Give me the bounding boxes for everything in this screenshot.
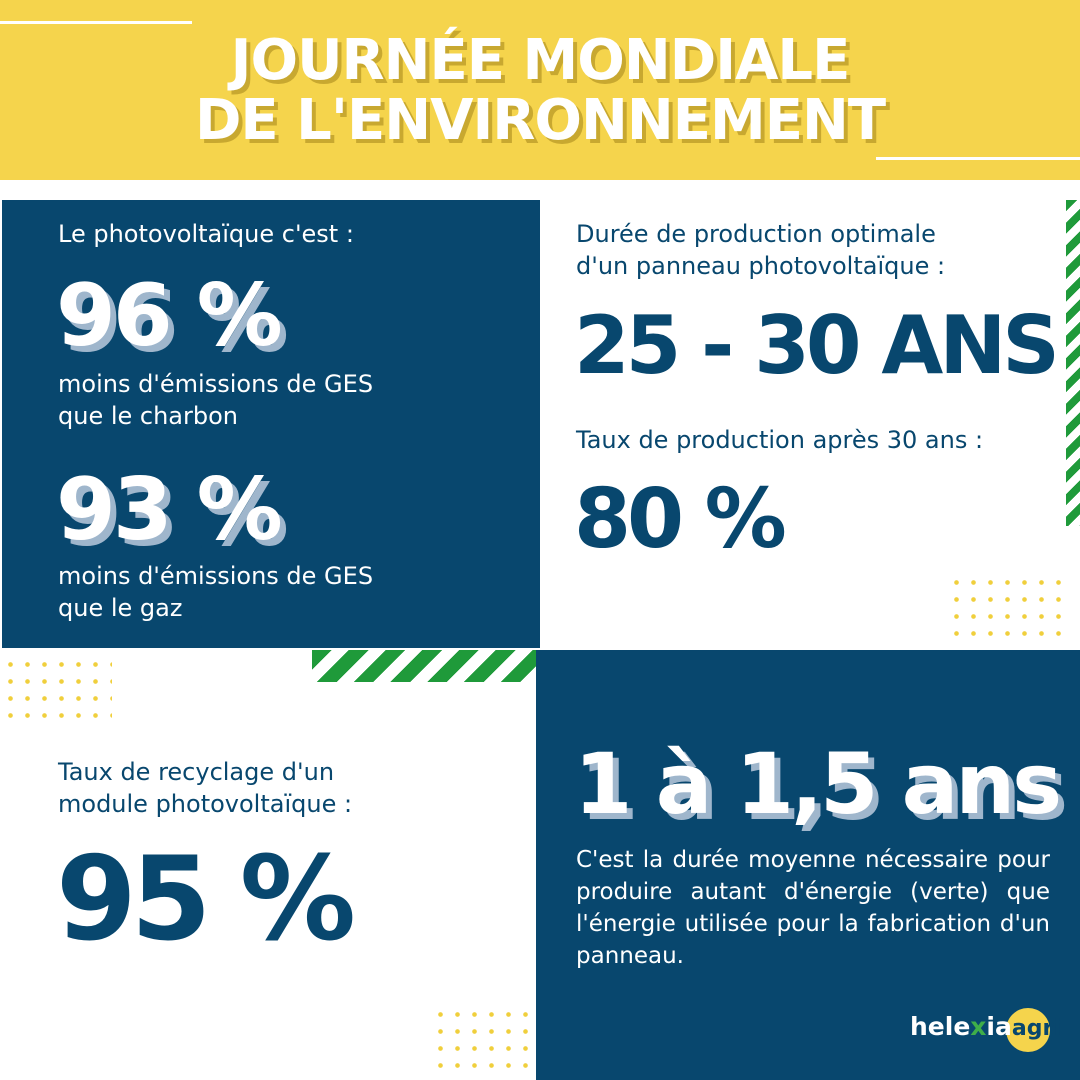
logo-text-ia: ia <box>986 1012 1012 1041</box>
decor-stripes-horizontal <box>312 650 536 682</box>
ges-desc-gas-line-1: moins d'émissions de GES <box>58 562 374 590</box>
decor-dots-bottom <box>432 1006 536 1076</box>
decor-stripes-vertical <box>1066 200 1080 526</box>
payback-stat: 1 à 1,5 ans <box>574 735 1062 833</box>
ges-desc-gas-line-2: que le gaz <box>58 594 183 622</box>
header-rule-top <box>0 21 192 24</box>
ges-desc-coal-line-2: que le charbon <box>58 402 239 430</box>
production-rate-stat: 80 % <box>574 472 787 567</box>
logo-text-x: x <box>970 1012 987 1041</box>
recycling-label-line-2: module photovoltaïque : <box>58 790 353 818</box>
payback-description: C'est la durée moyenne nécessaire pour p… <box>576 847 1050 969</box>
ges-desc-coal-line-1: moins d'émissions de GES <box>58 370 374 398</box>
brand-logo: helexiaagri <box>910 1004 1061 1052</box>
duration-label-line-2: d'un panneau photovoltaïque : <box>576 252 946 280</box>
ges-stat-coal: 96 % <box>56 266 283 366</box>
ges-stat-gas: 93 % <box>56 460 283 560</box>
ges-panel: Le photovoltaïque c'est : 96 % moins d'é… <box>2 200 540 648</box>
recycling-stat: 95 % <box>56 832 356 967</box>
page-title-line-2: DE L'ENVIRONNEMENT <box>194 88 886 153</box>
production-rate-label: Taux de production après 30 ans : <box>576 426 984 454</box>
logo-text-agri: agri <box>1011 1016 1061 1041</box>
header-banner: JOURNÉE MONDIALE DE L'ENVIRONNEMENT <box>0 0 1080 180</box>
payback-panel: 1 à 1,5 ans C'est la durée moyenne néces… <box>536 650 1080 1080</box>
logo-text-hele: hele <box>910 1012 971 1041</box>
duration-stat: 25 - 30 ANS <box>574 299 1060 392</box>
logo-sun-icon <box>1006 1008 1050 1052</box>
page-title-line-1: JOURNÉE MONDIALE <box>230 28 851 93</box>
recycling-label-line-1: Taux de recyclage d'un <box>58 758 335 786</box>
decor-dots-top-right <box>948 574 1070 642</box>
duration-label-line-1: Durée de production optimale <box>576 220 936 248</box>
decor-dots-mid-left <box>2 656 112 722</box>
header-rule-bottom <box>876 157 1080 160</box>
logo-wordmark: helexiaagri <box>910 1012 1061 1041</box>
ges-intro: Le photovoltaïque c'est : <box>58 220 354 248</box>
